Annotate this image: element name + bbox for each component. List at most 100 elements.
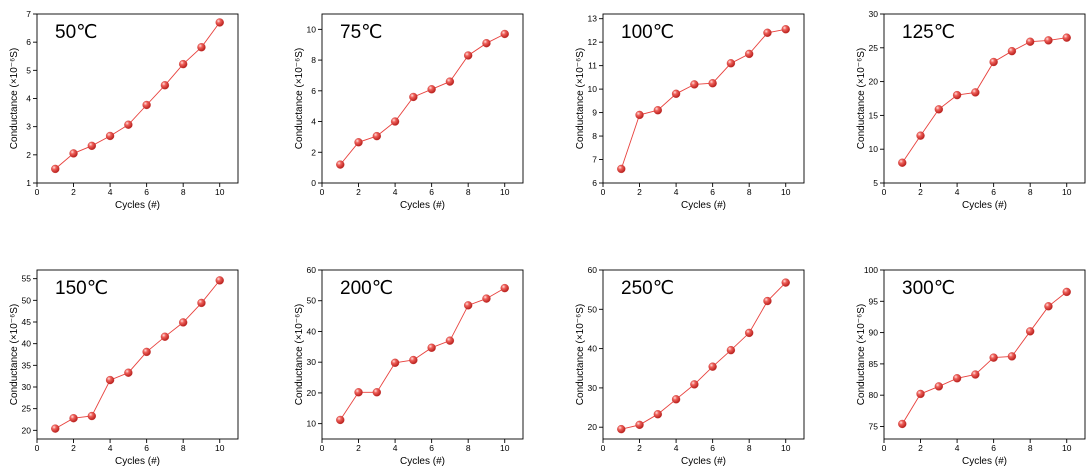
x-axis-title: Cycles (#) — [400, 456, 445, 467]
y-tick-label: 10 — [869, 144, 879, 154]
data-point — [1044, 302, 1053, 311]
x-tick-label: 8 — [1028, 187, 1033, 197]
y-tick-label: 11 — [588, 61, 597, 71]
data-point — [653, 410, 662, 419]
y-tick-label: 20 — [869, 77, 879, 87]
data-point — [763, 28, 772, 37]
data-point — [934, 105, 943, 114]
data-point — [336, 160, 345, 169]
data-point — [390, 117, 400, 126]
y-tick-label: 2 — [26, 150, 31, 160]
y-tick-label: 6 — [311, 86, 316, 96]
data-point — [87, 141, 96, 150]
chart-panel: 0 2 4 6 8 10 5 10 15 20 25 30 Cycles (#) Conductance … — [856, 9, 1086, 211]
data-point — [1026, 37, 1035, 46]
chart-panel: 0 2 4 6 8 10 75 80 85 90 95 100 Cycles (#) Conductanc… — [856, 265, 1086, 467]
y-tick-label: 90 — [869, 328, 879, 338]
data-point — [142, 100, 151, 110]
y-tick-label: 4 — [26, 94, 31, 104]
data-point — [427, 85, 436, 94]
x-axis-title: Cycles (#) — [962, 200, 1007, 211]
x-tick-label: 8 — [181, 443, 186, 453]
y-tick-label: 40 — [588, 344, 598, 354]
data-point — [745, 49, 754, 59]
x-tick-label: 6 — [710, 187, 715, 197]
data-point — [105, 375, 115, 385]
temperature-label: 50℃ — [55, 22, 97, 43]
y-tick-label: 15 — [869, 110, 879, 120]
x-tick-label: 6 — [991, 187, 996, 197]
data-point — [160, 332, 170, 341]
data-point — [409, 92, 418, 102]
data-point — [952, 90, 962, 100]
y-axis-title: Conductance (×10⁻⁶S) — [856, 304, 867, 405]
series-line — [55, 22, 221, 170]
y-tick-label: 8 — [592, 131, 597, 141]
y-tick-label: 95 — [869, 296, 879, 306]
x-tick-label: 10 — [500, 443, 510, 453]
data-point — [1044, 36, 1053, 45]
x-tick-label: 10 — [215, 443, 225, 453]
x-tick-label: 8 — [466, 443, 471, 453]
x-tick-label: 8 — [747, 187, 752, 197]
data-point — [916, 131, 925, 140]
data-point — [336, 415, 345, 425]
data-point — [934, 382, 943, 391]
x-axis-title: Cycles (#) — [681, 200, 726, 211]
temperature-label: 100℃ — [621, 22, 674, 43]
x-axis-title: Cycles (#) — [115, 200, 160, 211]
data-point — [124, 368, 133, 377]
data-point — [781, 25, 790, 34]
y-tick-label: 13 — [588, 14, 598, 24]
y-tick-label: 30 — [22, 382, 32, 392]
y-tick-label: 5 — [873, 178, 878, 188]
data-point — [142, 347, 151, 357]
y-tick-label: 25 — [22, 404, 32, 414]
plot-frame — [321, 13, 524, 184]
x-tick-label: 0 — [35, 187, 40, 197]
data-point — [160, 81, 170, 90]
temperature-label: 300℃ — [902, 278, 955, 299]
y-tick-label: 9 — [592, 108, 597, 118]
temperature-label: 150℃ — [55, 278, 108, 299]
y-axis-title: Conductance (×10⁻⁶S) — [856, 48, 867, 149]
x-tick-label: 2 — [918, 443, 923, 453]
x-tick-label: 0 — [320, 443, 325, 453]
y-tick-label: 40 — [22, 339, 32, 349]
data-point — [354, 388, 363, 397]
data-point — [653, 106, 662, 115]
x-tick-label: 10 — [781, 443, 791, 453]
temperature-label: 200℃ — [340, 278, 393, 299]
data-point — [179, 318, 188, 327]
data-point — [1062, 33, 1071, 42]
chart-panel: 0 2 4 6 8 10 20 25 30 35 40 45 50 55 Cycles (#) Conduct… — [9, 269, 239, 467]
y-tick-label: 20 — [588, 422, 598, 432]
x-tick-label: 10 — [215, 187, 225, 197]
x-tick-label: 8 — [747, 443, 752, 453]
data-point — [409, 355, 418, 365]
data-point — [124, 120, 133, 129]
data-point — [464, 51, 473, 60]
y-tick-label: 55 — [22, 274, 32, 284]
data-point — [708, 79, 717, 88]
plot-frame — [321, 269, 524, 440]
plot-frame — [36, 269, 239, 440]
data-point — [197, 43, 206, 52]
data-point — [179, 59, 188, 69]
data-point — [671, 89, 681, 98]
y-tick-label: 10 — [307, 24, 317, 34]
y-tick-label: 60 — [588, 265, 598, 275]
x-tick-label: 0 — [601, 443, 606, 453]
y-tick-label: 6 — [26, 37, 31, 47]
y-tick-label: 2 — [311, 147, 316, 157]
data-point — [87, 411, 96, 421]
y-tick-label: 8 — [311, 55, 316, 65]
chart-panel: 0 2 4 6 8 10 10 20 30 40 50 60 Cycles (#) Conductance… — [294, 265, 524, 467]
plot-frame — [602, 13, 805, 184]
x-tick-label: 4 — [955, 187, 960, 197]
y-tick-label: 20 — [22, 425, 32, 435]
x-tick-label: 0 — [35, 443, 40, 453]
y-tick-label: 25 — [869, 43, 879, 53]
data-point — [1062, 287, 1071, 297]
data-point — [1007, 47, 1017, 56]
